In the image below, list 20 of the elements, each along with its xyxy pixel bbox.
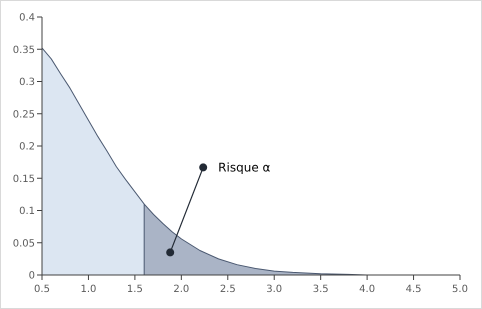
x-tick-label: 2.0 [173, 284, 190, 295]
y-tick-label: 0.25 [12, 109, 35, 120]
y-tick-label: 0.3 [19, 77, 35, 88]
x-tick-label: 3.5 [312, 284, 329, 295]
x-tick-label: 3.0 [266, 284, 282, 295]
x-tick-label: 4.0 [359, 284, 376, 295]
y-tick-label: 0.05 [12, 238, 35, 250]
annotation: Risque α [218, 160, 271, 175]
x-tick-label: 0.5 [34, 284, 50, 295]
x-tick-label: 4.5 [406, 284, 422, 295]
y-tick-label: 0.1 [19, 206, 35, 217]
x-tick-label: 5.0 [452, 284, 468, 295]
y-tick-label: 0 [28, 270, 35, 282]
x-tick-label: 1.0 [80, 284, 96, 295]
x-tick-label: 2.5 [220, 284, 236, 295]
x-tick-label: 1.5 [126, 284, 143, 295]
y-tick-label: 0.4 [19, 12, 35, 24]
y-tick-label: 0.35 [12, 44, 35, 56]
y-tick-label: 0.15 [12, 174, 35, 185]
y-tick-label: 0.2 [19, 142, 35, 152]
